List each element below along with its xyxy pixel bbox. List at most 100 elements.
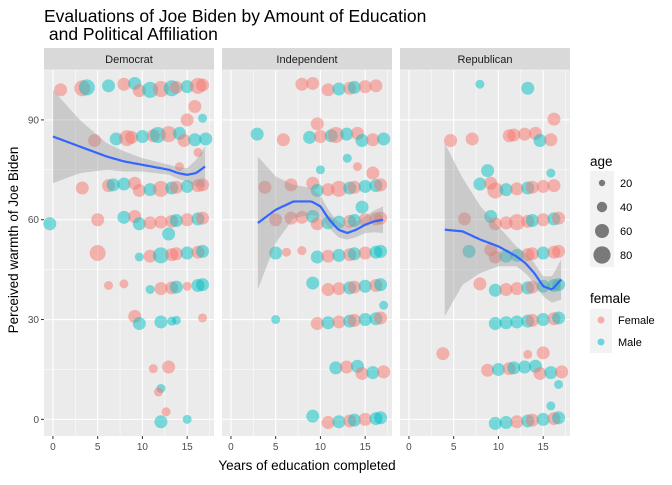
data-point-female bbox=[276, 133, 290, 147]
facet-panel-democrat: Democrat 0 5 10 15 0 30 60 90 bbox=[28, 48, 214, 453]
data-point-female bbox=[533, 366, 547, 380]
data-point-female bbox=[162, 360, 176, 374]
data-point-female bbox=[321, 282, 335, 296]
x-tick-label: 15 bbox=[182, 442, 194, 453]
data-point-female bbox=[196, 178, 210, 192]
data-point-female bbox=[180, 113, 194, 127]
data-point-female bbox=[487, 182, 504, 199]
data-point-male bbox=[162, 227, 176, 241]
data-point-male bbox=[342, 153, 352, 163]
data-point-male bbox=[180, 246, 194, 260]
data-point-female bbox=[169, 247, 183, 261]
y-axis-label: Perceived warmth of Joe Biden bbox=[6, 147, 21, 334]
data-point-male bbox=[332, 415, 346, 429]
data-point-female bbox=[536, 213, 550, 227]
data-point-female bbox=[154, 282, 168, 296]
data-point-female bbox=[284, 211, 298, 225]
data-point-male bbox=[169, 214, 183, 228]
data-point-male bbox=[321, 216, 335, 230]
data-point-female bbox=[310, 217, 324, 231]
data-point-female bbox=[154, 215, 168, 229]
data-point-female bbox=[88, 134, 102, 148]
data-point-female bbox=[169, 80, 183, 94]
data-point-male bbox=[358, 179, 372, 193]
data-point-male bbox=[379, 300, 389, 310]
data-point-female bbox=[358, 246, 372, 260]
data-point-female bbox=[544, 133, 558, 147]
confidence-band bbox=[444, 143, 562, 317]
data-point-male bbox=[488, 283, 502, 297]
data-point-female bbox=[160, 126, 177, 143]
legend-female: female Female Male bbox=[590, 291, 655, 353]
data-point-male bbox=[491, 362, 505, 376]
confidence-band bbox=[52, 89, 206, 187]
data-point-female bbox=[180, 213, 194, 227]
data-point-female bbox=[193, 147, 203, 157]
data-point-male bbox=[521, 81, 535, 95]
legend-age-keys: 20 40 60 80 bbox=[590, 171, 632, 267]
data-point-male bbox=[188, 133, 202, 147]
data-point-female bbox=[374, 178, 388, 192]
smooth-line bbox=[444, 228, 562, 291]
data-point-male bbox=[347, 80, 361, 94]
legend-age-label: 60 bbox=[620, 226, 632, 238]
data-point-male bbox=[374, 411, 388, 425]
data-point-female bbox=[327, 126, 344, 143]
data-point-male bbox=[332, 248, 346, 262]
data-point-female bbox=[555, 365, 569, 379]
data-point-female bbox=[177, 134, 191, 148]
x-tick-label: 5 bbox=[451, 442, 457, 453]
x-tick-label: 15 bbox=[538, 442, 550, 453]
x-tick-label: 0 bbox=[228, 442, 234, 453]
data-point-male bbox=[499, 416, 513, 430]
data-point-male bbox=[355, 200, 369, 214]
y-tick-label: 90 bbox=[28, 115, 40, 126]
data-point-female bbox=[366, 166, 380, 180]
legend-female-key bbox=[597, 338, 605, 346]
data-point-male bbox=[306, 276, 320, 290]
facet-strip bbox=[400, 48, 570, 70]
data-point-female bbox=[347, 180, 361, 194]
data-point-female bbox=[547, 179, 561, 193]
facet-strip-label: Independent bbox=[276, 54, 337, 66]
data-point-male bbox=[374, 278, 388, 292]
legend-female-label: Male bbox=[618, 337, 642, 349]
legend-age: age 20 40 60 80 bbox=[590, 154, 632, 267]
data-point-female bbox=[507, 128, 521, 142]
chart-title-line2: and Political Affiliation bbox=[44, 24, 218, 44]
facet-panel-republican: Republican 0 5 10 15 bbox=[400, 48, 570, 453]
data-point-female bbox=[481, 363, 495, 377]
data-point-male bbox=[488, 317, 502, 331]
data-point-female bbox=[330, 180, 347, 197]
legend-female-key bbox=[597, 316, 605, 324]
data-point-female bbox=[89, 245, 106, 261]
data-point-male bbox=[536, 313, 550, 327]
data-point-male bbox=[321, 316, 335, 330]
x-tick-label: 5 bbox=[95, 442, 101, 453]
data-point-female bbox=[198, 313, 208, 323]
data-point-male bbox=[306, 409, 320, 423]
chart-title-line1: Evaluations of Joe Biden by Amount of Ed… bbox=[44, 6, 426, 26]
data-point-male bbox=[145, 284, 155, 294]
data-point-female bbox=[518, 127, 532, 141]
x-axis-label: Years of education completed bbox=[218, 458, 395, 473]
data-point-male bbox=[518, 360, 532, 374]
data-point-male bbox=[552, 311, 566, 325]
x-tick-label: 0 bbox=[50, 442, 56, 453]
data-point-female bbox=[369, 79, 383, 93]
data-point-male bbox=[544, 366, 558, 380]
x-tick-label: 10 bbox=[493, 442, 505, 453]
data-point-female bbox=[436, 347, 450, 361]
data-point-female bbox=[347, 280, 361, 294]
data-point-male bbox=[182, 414, 192, 424]
data-point-male bbox=[552, 278, 566, 292]
data-point-female bbox=[143, 216, 157, 230]
data-point-male bbox=[366, 366, 380, 380]
data-point-female bbox=[306, 76, 320, 90]
data-point-female bbox=[54, 83, 68, 97]
data-point-female bbox=[295, 210, 309, 224]
data-point-male bbox=[250, 127, 264, 141]
legend-age-key bbox=[596, 201, 608, 213]
